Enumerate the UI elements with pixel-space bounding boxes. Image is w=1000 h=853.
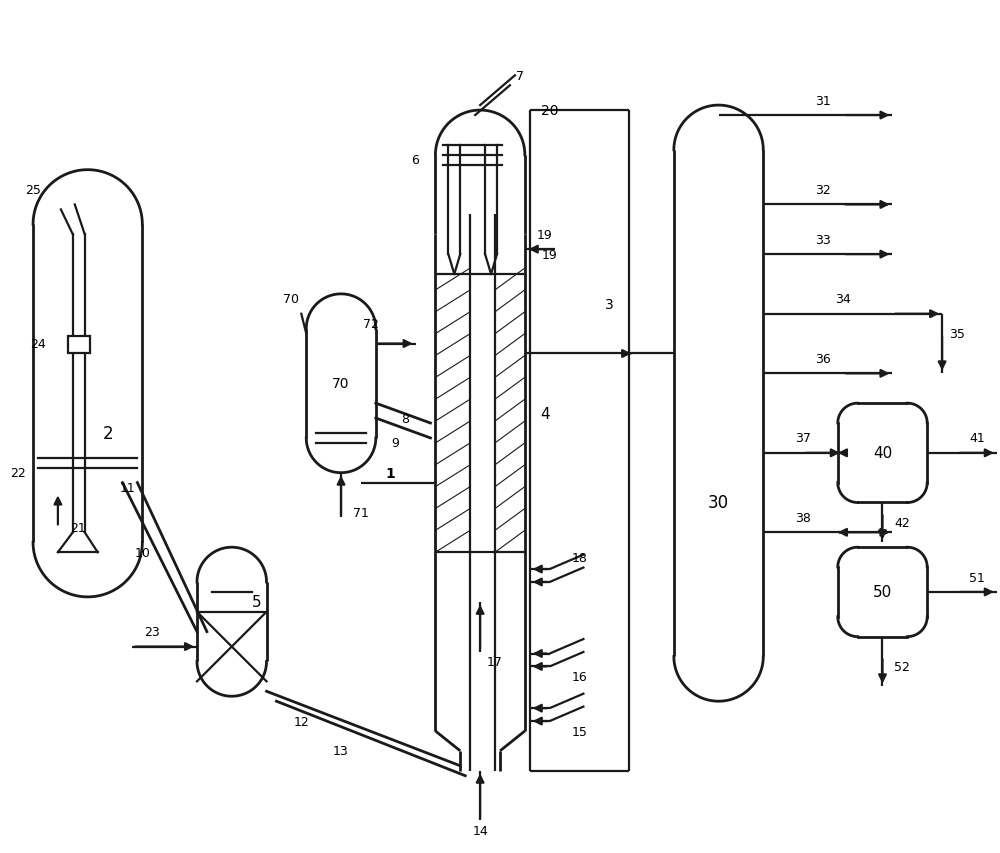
Text: 51: 51 [969,571,985,583]
Text: 22: 22 [10,467,26,479]
Text: 32: 32 [815,184,831,197]
Text: 17: 17 [487,655,503,668]
Text: 10: 10 [134,546,150,559]
Text: 8: 8 [402,412,410,425]
Text: 33: 33 [815,234,831,247]
Text: 20: 20 [541,104,558,118]
Text: 34: 34 [835,293,851,306]
Text: 21: 21 [70,521,86,534]
Text: 3: 3 [605,298,614,311]
Text: 30: 30 [708,494,729,512]
Text: 6: 6 [412,154,419,167]
Text: 14: 14 [472,824,488,837]
Text: 70: 70 [332,377,350,391]
Text: 1: 1 [386,466,396,480]
Text: 42: 42 [894,516,910,529]
Bar [68,336,90,354]
Text: 71: 71 [353,507,369,519]
Text: 13: 13 [333,745,349,757]
Text: 50: 50 [873,584,892,600]
Text: 31: 31 [815,95,831,107]
Text: 4: 4 [540,406,550,421]
Text: 15: 15 [572,725,587,738]
Text: 18: 18 [572,551,587,564]
Text: 40: 40 [873,446,892,461]
Text: 41: 41 [969,432,985,445]
Text: 12: 12 [293,715,309,728]
Text: 36: 36 [815,352,831,366]
Text: 5: 5 [252,595,261,610]
Text: 7: 7 [516,70,524,83]
Text: 52: 52 [894,660,910,673]
Text: 11: 11 [120,482,135,495]
Text: 37: 37 [795,432,811,445]
Text: 25: 25 [25,184,41,197]
Text: 19: 19 [542,248,558,261]
Text: 38: 38 [795,511,811,525]
Text: 16: 16 [572,670,587,683]
Text: 70: 70 [283,293,299,306]
Text: 24: 24 [30,338,46,351]
Text: 23: 23 [144,625,160,638]
Text: 19: 19 [537,229,553,241]
Text: 2: 2 [102,425,113,443]
Text: 72: 72 [363,318,379,331]
Text: 35: 35 [949,328,965,340]
Text: 9: 9 [392,437,400,450]
